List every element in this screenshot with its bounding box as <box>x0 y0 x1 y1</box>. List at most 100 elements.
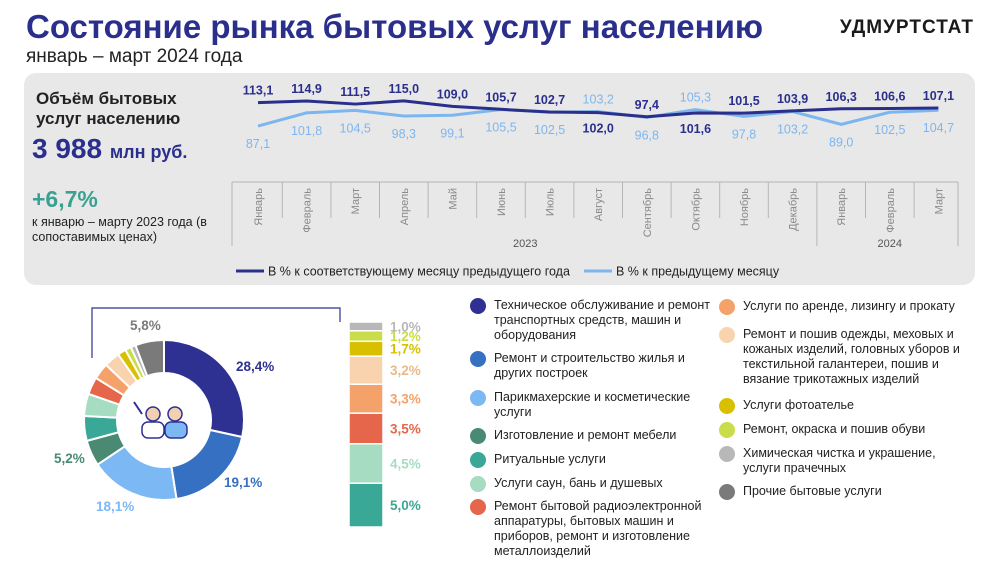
data-label-mom: 98,3 <box>392 127 416 141</box>
data-label-yoy: 97,4 <box>635 98 659 112</box>
legend-label: Изготовление и ремонт мебели <box>494 428 677 442</box>
volume-unit: млн руб. <box>109 142 188 162</box>
legend-swatch <box>470 428 486 444</box>
bar-segment <box>348 482 384 528</box>
volume-number: 3 988 <box>32 133 103 164</box>
bar-segment-label: 4,5% <box>390 456 421 471</box>
data-label-yoy: 107,1 <box>923 89 954 103</box>
legend-label: Услуги по аренде, лизингу и прокату <box>743 299 955 313</box>
legend-swatch <box>470 452 486 468</box>
legend-item: Услуги по аренде, лизингу и прокату <box>719 299 974 315</box>
legend-label: Услуги фотоателье <box>743 398 854 412</box>
legend-item: Прочие бытовые услуги <box>719 484 974 500</box>
tick-label-month: Март <box>350 188 362 214</box>
legend-item: Химическая чистка и украшение, услуги пр… <box>719 446 974 476</box>
data-label-mom: 96,8 <box>635 128 659 142</box>
data-label-yoy: 111,5 <box>340 85 370 99</box>
icon-background <box>119 375 209 465</box>
bar-segment <box>348 330 384 343</box>
icon-head-left <box>145 406 161 422</box>
tick-label-month: Апрель <box>399 188 411 226</box>
data-label-yoy: 109,0 <box>437 87 468 101</box>
people-icon <box>119 375 209 465</box>
data-label-yoy: 102,7 <box>534 93 565 107</box>
bar-segment-label: 5,0% <box>390 498 421 513</box>
data-label-mom: 89,0 <box>829 135 853 149</box>
icon-body-right <box>164 421 188 439</box>
bar-segment-label: 3,3% <box>390 392 421 407</box>
bar-segment-label: 3,5% <box>390 421 421 436</box>
slice-label: 5,8% <box>130 318 161 333</box>
donut-slice <box>134 338 165 378</box>
icon-head-right <box>167 406 183 422</box>
slice-label: 28,4% <box>236 359 274 374</box>
tick-label-month: Ноябрь <box>739 188 751 226</box>
legend-item: Ремонт бытовой радиоэлектронной аппарату… <box>470 499 710 559</box>
bar-segment <box>348 412 384 445</box>
data-label-mom: 104,7 <box>923 121 954 135</box>
page-subtitle: январь – март 2024 года <box>26 46 243 67</box>
tick-label-month: Июль <box>545 188 557 216</box>
volume-label: Объём бытовых услуг населению <box>36 89 181 128</box>
bar-segment-label: 3,2% <box>390 363 421 378</box>
data-label-yoy: 113,1 <box>243 84 274 98</box>
data-label-yoy: 102,0 <box>583 122 614 136</box>
legend-label-yoy: В % к соответствующему месяцу предыдущег… <box>268 265 570 279</box>
legend-swatch <box>719 327 735 343</box>
data-label-mom: 102,5 <box>874 123 905 137</box>
legend-swatch <box>719 299 735 315</box>
legend-swatch <box>719 422 735 438</box>
legend-item: Изготовление и ремонт мебели <box>470 428 710 444</box>
tick-label-month: Февраль <box>302 188 314 233</box>
data-label-mom: 103,2 <box>777 123 808 137</box>
bar-segment <box>348 443 384 484</box>
icon-body-left <box>141 421 165 439</box>
legend-swatch <box>719 484 735 500</box>
legend-label: Ремонт бытовой радиоэлектронной аппарату… <box>494 499 702 558</box>
legend-swatch <box>470 390 486 406</box>
page-title: Состояние рынка бытовых услуг населению <box>26 8 764 45</box>
legend-item: Парикмахерские и косметические услуги <box>470 390 710 420</box>
bar-segment <box>348 383 384 414</box>
series-line-yoy <box>257 99 939 119</box>
volume-value: 3 988 млн руб. <box>32 133 187 165</box>
bracket-line <box>91 307 341 358</box>
icon-tool <box>133 401 143 415</box>
legend-label: Ритуальные услуги <box>494 452 606 466</box>
legend-label: Ремонт, окраска и пошив обуви <box>743 422 926 436</box>
data-label-yoy: 114,9 <box>291 82 322 96</box>
bar-segment <box>348 340 384 357</box>
year-label: 2024 <box>878 238 902 250</box>
bar-segment-label: 1,7% <box>390 342 421 357</box>
tick-label-month: Март <box>933 188 945 214</box>
legend-swatch <box>470 476 486 492</box>
growth-note: к январю – марту 2023 года (в сопоставим… <box>32 215 207 244</box>
bar-segment <box>348 355 384 385</box>
data-label-mom: 105,3 <box>680 91 711 105</box>
legend-label: Прочие бытовые услуги <box>743 484 882 498</box>
legend-item: Услуги фотоателье <box>719 398 974 414</box>
legend-swatch <box>719 446 735 462</box>
line-chart: 113,1 114,9 111,5 115,0 109,0 105,7 102,7 102,0… <box>231 82 959 279</box>
data-label-mom: 101,8 <box>291 124 322 138</box>
legend-item: Техническое обслуживание и ремонт трансп… <box>470 298 710 343</box>
org-name: УДМУРТСТАТ <box>839 17 974 38</box>
data-label-mom: 99,1 <box>440 126 464 140</box>
data-label-yoy: 101,6 <box>680 122 711 136</box>
donut-chart: 28,4% 19,1% 18,1% 5,2% 5,8% 5,0% 4,5% 3,5% 3,3% 3… <box>54 307 421 528</box>
tick-label-month: Июнь <box>496 188 508 216</box>
slice-label: 5,2% <box>54 451 85 466</box>
tick-label-month: Май <box>447 188 459 210</box>
donut-slice <box>163 338 245 439</box>
tick-label-month: Январь <box>836 188 848 226</box>
legend-swatch <box>719 398 735 414</box>
data-label-mom: 105,5 <box>485 120 516 134</box>
data-label-mom: 102,5 <box>534 123 565 137</box>
growth-value: +6,7% <box>32 186 98 212</box>
bar-segment-label: 1,2% <box>390 329 421 344</box>
data-label-mom: 103,2 <box>583 93 614 107</box>
legend-item: Ритуальные услуги <box>470 452 710 468</box>
data-label-mom: 87,1 <box>246 137 270 151</box>
data-label-yoy: 105,7 <box>485 90 516 104</box>
legend-swatch <box>470 351 486 367</box>
